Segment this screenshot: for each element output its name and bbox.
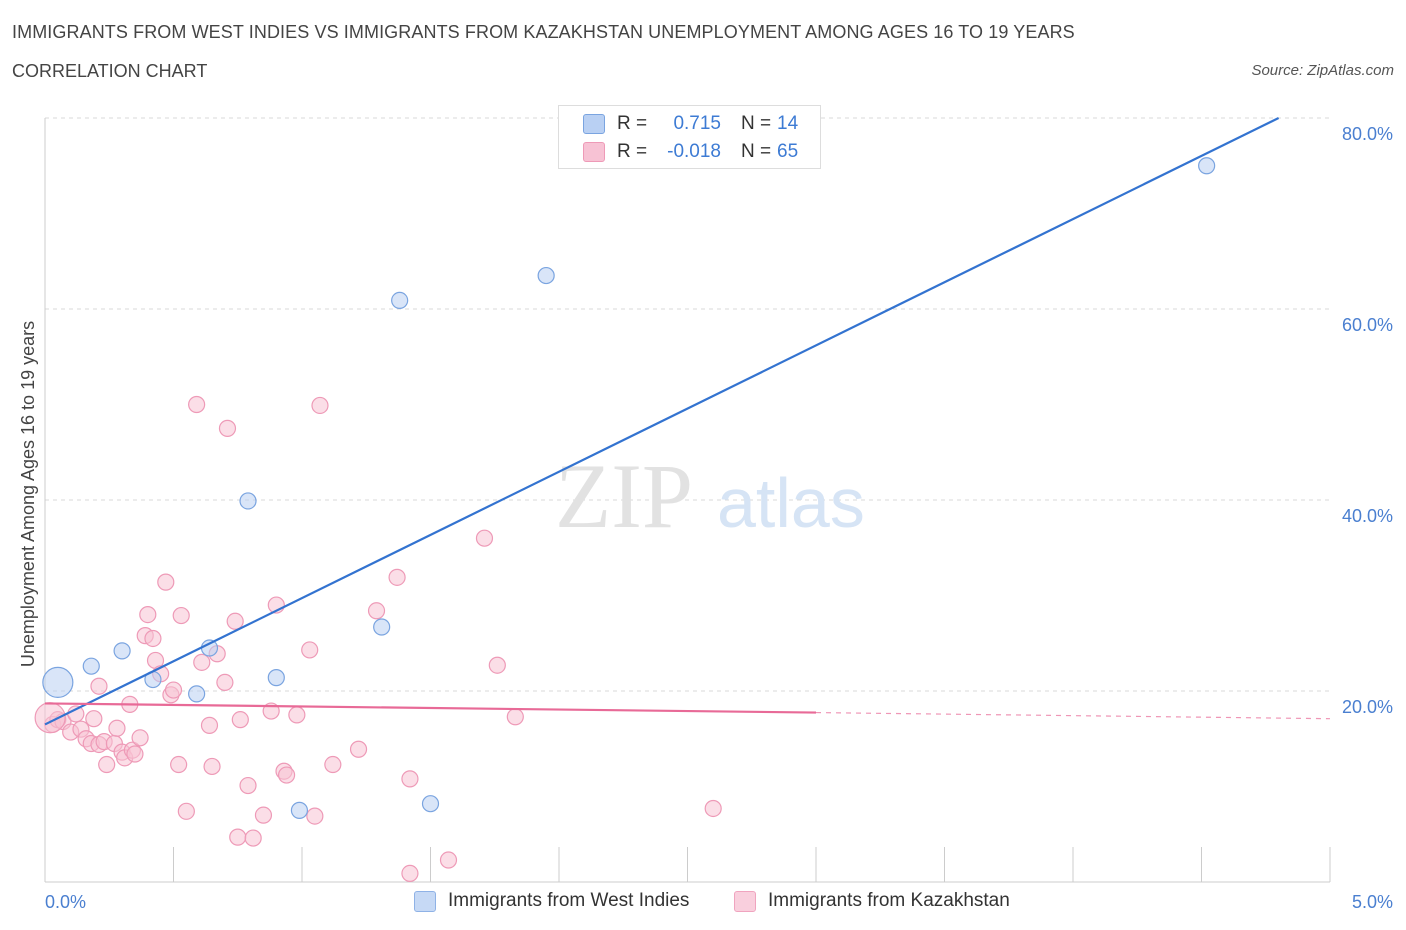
- data-point-kazakhstan: [90, 677, 108, 695]
- legend-n-label: N =: [741, 113, 772, 134]
- x-tick-label-end: 5.0%: [1352, 892, 1393, 912]
- watermark: ZIP atlas: [555, 445, 865, 547]
- legend-r-value: -0.018: [667, 141, 721, 162]
- data-point-kazakhstan: [226, 612, 244, 630]
- data-point-kazakhstan: [488, 656, 506, 674]
- legend-r-value: 0.715: [673, 113, 721, 134]
- data-point-kazakhstan: [231, 711, 249, 729]
- data-point-west-indies: [391, 291, 409, 310]
- data-point-kazakhstan: [108, 719, 126, 737]
- data-point-west-indies: [373, 618, 391, 636]
- data-point-kazakhstan: [216, 673, 234, 692]
- data-point-kazakhstan: [126, 745, 144, 763]
- data-point-kazakhstan: [144, 629, 162, 648]
- legend-swatch-pink: [583, 142, 605, 162]
- data-point-kazakhstan: [254, 806, 273, 824]
- legend-item-west-indies: Immigrants from West Indies: [414, 890, 689, 912]
- data-point-west-indies: [188, 685, 206, 703]
- data-point-kazakhstan: [306, 807, 324, 825]
- data-point-kazakhstan: [311, 396, 329, 415]
- series-legend: Immigrants from West Indies Immigrants f…: [0, 890, 1406, 916]
- data-point-kazakhstan: [367, 602, 386, 620]
- trend-line-kazakhstan-extension: [815, 711, 1331, 720]
- data-point-kazakhstan: [172, 606, 190, 625]
- data-point-west-indies: [239, 492, 257, 510]
- data-point-kazakhstan: [401, 770, 419, 788]
- data-point-west-indies: [537, 266, 555, 285]
- data-point-kazakhstan: [439, 851, 458, 869]
- legend-r-label: R =: [617, 141, 648, 162]
- data-point-kazakhstan: [301, 641, 319, 659]
- y-tick-label: 20.0%: [1342, 697, 1393, 717]
- data-point-kazakhstan: [157, 573, 175, 591]
- data-point-west-indies: [267, 669, 285, 687]
- data-point-kazakhstan: [475, 529, 494, 547]
- legend-item-kazakhstan: Immigrants from Kazakhstan: [734, 890, 1010, 912]
- data-point-kazakhstan: [193, 653, 211, 671]
- watermark-atlas: atlas: [717, 464, 865, 542]
- trend-lines: [44, 117, 1331, 726]
- data-point-kazakhstan: [388, 568, 406, 586]
- data-point-west-indies: [42, 666, 74, 699]
- axes: [44, 118, 1331, 883]
- chart-title: IMMIGRANTS FROM WEST INDIES VS IMMIGRANT…: [12, 22, 1075, 42]
- data-point-kazakhstan: [131, 729, 149, 747]
- legend-swatch-west-indies: [414, 890, 436, 912]
- legend-swatch-blue: [583, 114, 605, 134]
- grid-lines: [45, 117, 1330, 692]
- data-points: [34, 157, 1216, 883]
- data-point-kazakhstan: [229, 828, 247, 846]
- data-point-kazakhstan: [164, 681, 183, 699]
- data-point-kazakhstan: [239, 776, 257, 795]
- data-point-west-indies: [113, 642, 131, 660]
- legend-r-label: R =: [617, 113, 648, 134]
- trend-line-kazakhstan: [44, 702, 817, 714]
- legend-n-label: N =: [741, 141, 772, 162]
- legend-n-value: 14: [777, 113, 799, 134]
- data-point-west-indies: [290, 801, 309, 819]
- legend-swatch-kazakhstan: [734, 890, 756, 912]
- data-point-west-indies: [82, 657, 100, 675]
- y-axis-label: Unemployment Among Ages 16 to 19 years: [18, 321, 38, 667]
- data-point-kazakhstan: [200, 716, 219, 734]
- y-tick-label: 60.0%: [1342, 315, 1393, 335]
- correlation-legend: R = 0.715 N = 14 R = -0.018 N = 65: [558, 105, 821, 169]
- data-point-west-indies: [421, 795, 440, 813]
- watermark-zip: ZIP: [555, 445, 693, 547]
- legend-label-kazakhstan: Immigrants from Kazakhstan: [768, 890, 1010, 911]
- data-point-kazakhstan: [177, 802, 195, 820]
- data-point-kazakhstan: [277, 766, 296, 784]
- data-point-kazakhstan: [244, 829, 262, 847]
- y-tick-label: 80.0%: [1342, 124, 1393, 144]
- data-point-kazakhstan: [203, 757, 221, 776]
- data-point-kazakhstan: [288, 706, 306, 724]
- data-point-kazakhstan: [139, 605, 157, 624]
- tick-labels: 20.0% 40.0% 60.0% 80.0% 0.0% 5.0%: [45, 124, 1393, 912]
- trend-line-west-indies: [44, 117, 1280, 726]
- data-point-kazakhstan: [218, 419, 237, 437]
- data-point-kazakhstan: [98, 755, 116, 774]
- y-tick-label: 40.0%: [1342, 506, 1393, 526]
- data-point-kazakhstan: [349, 740, 368, 758]
- x-tick-label-start: 0.0%: [45, 892, 86, 912]
- data-point-west-indies: [1198, 157, 1216, 175]
- legend-label-west-indies: Immigrants from West Indies: [448, 890, 690, 911]
- chart-subtitle: CORRELATION CHART: [12, 61, 208, 81]
- legend-n-value: 65: [777, 141, 799, 162]
- legend-row-kazakhstan: R = -0.018 N = 65: [583, 138, 798, 166]
- data-point-kazakhstan: [324, 755, 342, 774]
- data-point-kazakhstan: [170, 755, 188, 774]
- data-point-kazakhstan: [506, 708, 524, 726]
- data-point-kazakhstan: [704, 799, 722, 818]
- data-point-kazakhstan: [188, 395, 206, 414]
- data-point-kazakhstan: [401, 864, 419, 883]
- chart-source: Source: ZipAtlas.com: [1251, 62, 1394, 79]
- legend-row-west-indies: R = 0.715 N = 14: [583, 110, 798, 138]
- data-point-kazakhstan: [85, 710, 103, 728]
